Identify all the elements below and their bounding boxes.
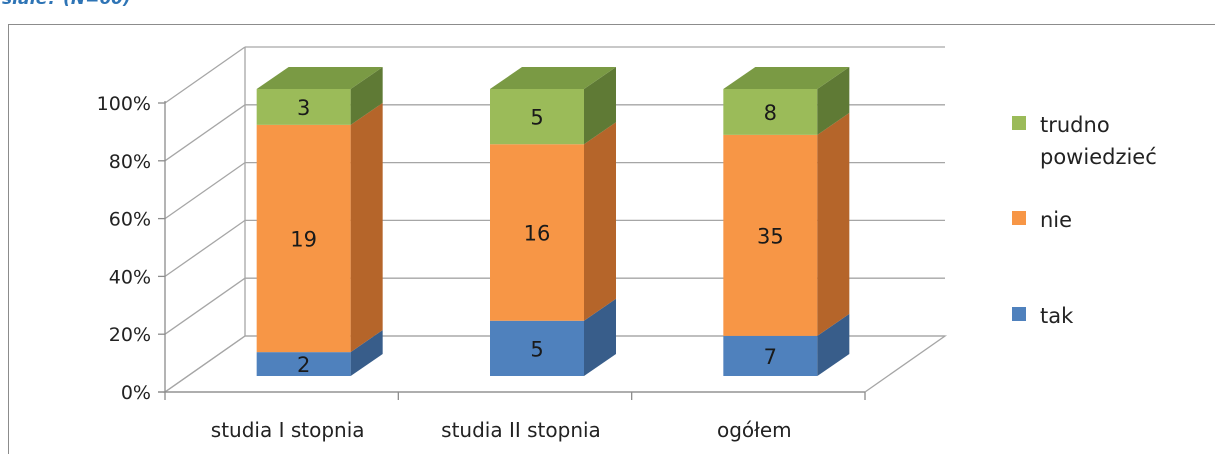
gridline-side xyxy=(164,219,246,277)
y-axis-ticks: 0% 20% 40% 60% 80% 100% xyxy=(97,93,151,404)
legend-label: nie xyxy=(1040,208,1072,232)
legend: trudno powiedzieć nie tak xyxy=(1012,113,1157,328)
gridline-side xyxy=(164,104,246,162)
gridline-side xyxy=(164,335,246,393)
bar-top xyxy=(256,67,383,89)
data-label: 8 xyxy=(764,101,777,125)
gridline-side xyxy=(164,277,246,335)
legend-label: trudno xyxy=(1040,113,1110,137)
x-tick-label: studia II stopnia xyxy=(441,418,601,442)
y-tick-label: 80% xyxy=(109,151,151,173)
gridline-side xyxy=(164,162,246,220)
legend-label: powiedzieć xyxy=(1040,145,1157,169)
bar-segment-tak-front xyxy=(256,352,351,376)
bar-segment-tak-side xyxy=(817,313,850,376)
chart-heading-fragment: siałe? (N=60) xyxy=(2,0,131,9)
data-label: 2 xyxy=(297,353,310,377)
bar-top xyxy=(490,67,616,89)
legend-label: tak xyxy=(1040,304,1074,328)
data-label: 3 xyxy=(297,96,310,120)
bar-segment-trudno-powiedzieć-side xyxy=(817,67,850,135)
data-label: 16 xyxy=(524,222,551,246)
chart-axes xyxy=(158,101,866,400)
data-label: 5 xyxy=(530,337,543,361)
data-label: 35 xyxy=(757,224,784,248)
legend-swatch-tak xyxy=(1012,307,1026,321)
data-label: 5 xyxy=(530,106,543,130)
bar-segment-tak-front xyxy=(490,320,584,376)
legend-swatch-trudno-powiedzieć xyxy=(1012,116,1026,130)
bar-segment-nie-front xyxy=(723,134,818,336)
bar-segment-tak-side xyxy=(350,330,383,376)
bar-segment-nie-front xyxy=(256,124,351,353)
y-tick-label: 20% xyxy=(109,324,151,346)
bar-segment-trudno-powiedzieć-side xyxy=(584,67,616,145)
bar-segment-nie-front xyxy=(490,144,584,321)
bar-segment-trudno-powiedzieć-front xyxy=(490,89,584,145)
x-tick-label: ogółem xyxy=(717,418,792,442)
y-tick-label: 100% xyxy=(97,93,151,115)
bar-segment-trudno-powiedzieć-front xyxy=(256,89,351,125)
data-label: 19 xyxy=(290,227,317,251)
legend-swatch-nie xyxy=(1012,211,1026,225)
bar-segment-trudno-powiedzieć-front xyxy=(723,89,818,135)
x-tick-label: studia I stopnia xyxy=(211,418,365,442)
bar-segment-tak-side xyxy=(584,298,616,376)
bar-segment-nie-side xyxy=(817,112,850,336)
gridline-side xyxy=(164,46,246,104)
bar-segment-nie-side xyxy=(584,122,616,321)
y-tick-label: 60% xyxy=(109,209,151,231)
y-tick-label: 0% xyxy=(121,382,151,404)
chart-border xyxy=(8,24,1215,454)
bar-segment-trudno-powiedzieć-side xyxy=(350,67,383,125)
y-tick-label: 40% xyxy=(109,266,151,288)
bar-segment-nie-side xyxy=(350,102,383,353)
bar-top xyxy=(723,67,850,89)
x-axis-labels: studia I stopnia studia II stopnia ogółem xyxy=(211,418,792,442)
data-label: 7 xyxy=(764,345,777,369)
bar-segment-tak-front xyxy=(723,335,818,376)
